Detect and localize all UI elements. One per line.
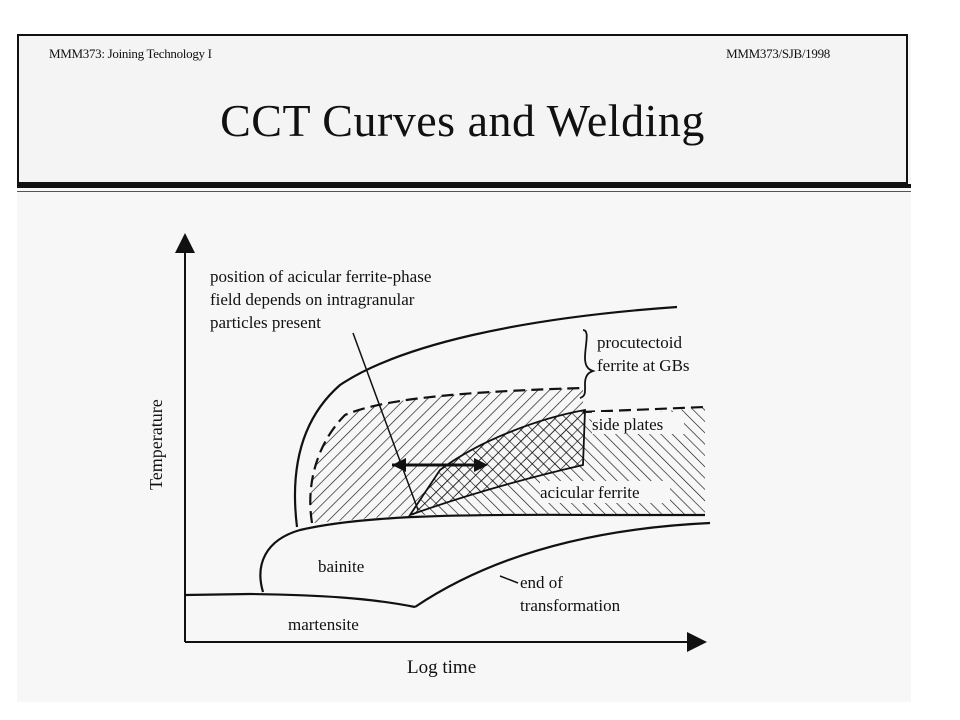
- course-code-right: MMM373/SJB/1998: [726, 46, 830, 61]
- shift-arrow-left-head: [392, 458, 406, 472]
- acicular-ferrite-boundary: [582, 405, 706, 414]
- note-leader-line: [352, 332, 419, 511]
- side-plates-label-bg: [592, 412, 684, 434]
- end-transformation-label-2: transformation: [520, 596, 621, 615]
- header-divider: [17, 184, 911, 188]
- bainite-label: bainite: [318, 557, 364, 576]
- note-line-2: field depends on intragranular: [210, 290, 415, 309]
- note-line-1: position of acicular ferrite-phase: [210, 267, 431, 286]
- acicular-ferrite-label: acicular ferrite: [540, 483, 640, 502]
- slide-header: MMM373: Joining Technology I MMM373/SJB/…: [17, 34, 908, 184]
- ferrite-start-curve: [293, 305, 678, 528]
- course-code-left: MMM373: Joining Technology I: [49, 46, 212, 61]
- x-axis-label: Log time: [407, 657, 476, 678]
- acicular-ferrite-label-bg: [540, 481, 670, 503]
- shift-arrow-right-head: [474, 458, 488, 472]
- martensite-label: martensite: [288, 615, 359, 634]
- end-transformation-label-1: end of: [520, 573, 563, 592]
- end-of-transformation-curve: [414, 521, 711, 608]
- bainite-start-curve: [259, 513, 705, 593]
- end-transformation-leader: [499, 575, 519, 584]
- procutectoid-label-2: ferrite at GBs: [597, 356, 690, 375]
- acicular-ferrite-field-crosshatch: [410, 410, 585, 515]
- side-plates-label: side plates: [592, 415, 663, 434]
- side-plates-region: [310, 388, 583, 523]
- header-divider-thin: [17, 191, 911, 192]
- note-line-3: particles present: [210, 313, 321, 332]
- procutectoid-brace: [579, 329, 596, 399]
- martensite-start-line: [184, 592, 416, 609]
- y-axis-label: Temperature: [146, 399, 166, 490]
- side-plates-boundary: [309, 386, 584, 524]
- procutectoid-label-1: procutectoid: [597, 333, 682, 352]
- slide-title: CCT Curves and Welding: [220, 95, 705, 146]
